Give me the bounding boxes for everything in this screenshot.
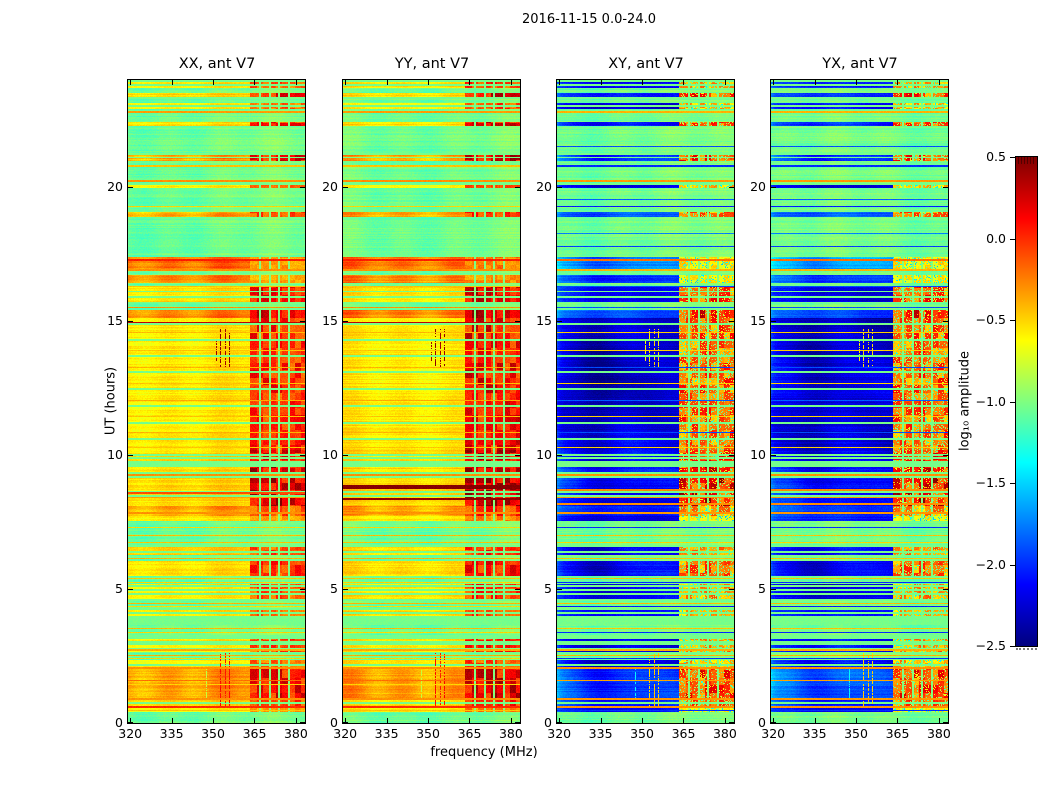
x-tick-label: 350 bbox=[416, 726, 440, 741]
y-tick-label: 20 bbox=[107, 179, 123, 195]
heatmap-panel-xx bbox=[127, 79, 306, 724]
colorbar-tick bbox=[1010, 401, 1015, 403]
colorbar-tick bbox=[1010, 320, 1015, 321]
x-tick-label: 335 bbox=[588, 726, 613, 741]
y-tick-label: 15 bbox=[107, 313, 123, 329]
y-axis-label: UT (hours) bbox=[103, 366, 119, 436]
colorbar-tick-label: −2.0 bbox=[975, 556, 1006, 572]
colorbar-tick-label: −0.5 bbox=[975, 312, 1006, 327]
y-tick-label: 10 bbox=[107, 447, 123, 463]
colorbar-tick bbox=[1010, 157, 1015, 158]
colorbar-tick-label: −1.0 bbox=[975, 393, 1006, 409]
colorbar-tick bbox=[1010, 646, 1015, 647]
heatmap-panel-xy bbox=[556, 79, 735, 724]
x-tick-label: 380 bbox=[283, 726, 308, 741]
x-tick-label: 335 bbox=[374, 726, 399, 741]
y-tick-label: 0 bbox=[115, 715, 123, 730]
y-tick-label: 20 bbox=[750, 179, 766, 195]
x-tick-label: 320 bbox=[333, 726, 358, 741]
colorbar-tick-label: −2.5 bbox=[975, 638, 1006, 653]
heatmap-panel-yy bbox=[342, 79, 521, 724]
y-tick-label: 10 bbox=[536, 447, 552, 463]
panel-title: XY, ant V7 bbox=[608, 56, 684, 72]
y-tick-label: 5 bbox=[758, 581, 766, 596]
y-tick-label: 5 bbox=[544, 581, 552, 596]
panel-title: YX, ant V7 bbox=[822, 56, 898, 72]
colorbar bbox=[1015, 156, 1038, 647]
x-tick-label: 335 bbox=[802, 726, 827, 741]
x-tick-label: 320 bbox=[118, 726, 143, 741]
x-tick-label: 380 bbox=[712, 726, 737, 741]
panel-title: YY, ant V7 bbox=[394, 56, 470, 72]
figure-title: 2016-11-15 0.0-24.0 bbox=[522, 12, 656, 27]
x-tick-label: 320 bbox=[547, 726, 572, 741]
colorbar-extend-dots bbox=[1016, 648, 1037, 650]
x-tick-label: 350 bbox=[630, 726, 654, 741]
y-tick-label: 10 bbox=[750, 447, 766, 463]
colorbar-tick-label: −1.5 bbox=[975, 475, 1006, 490]
x-tick-label: 365 bbox=[671, 726, 696, 741]
x-tick-label: 365 bbox=[242, 726, 267, 741]
y-tick-label: 0 bbox=[330, 715, 338, 730]
colorbar-tick bbox=[1010, 483, 1015, 484]
colorbar-tick-label: 0.5 bbox=[986, 149, 1006, 164]
x-tick-label: 380 bbox=[926, 726, 951, 741]
y-tick-label: 5 bbox=[115, 581, 123, 596]
panel-title: XX, ant V7 bbox=[178, 56, 256, 72]
y-tick-label: 20 bbox=[536, 179, 552, 195]
x-tick-label: 335 bbox=[159, 726, 184, 741]
x-tick-label: 380 bbox=[498, 726, 523, 741]
y-tick-label: 0 bbox=[544, 715, 552, 730]
x-tick-label: 350 bbox=[844, 726, 868, 741]
x-axis-label: frequency (MHz) bbox=[430, 745, 538, 760]
y-tick-label: 0 bbox=[758, 715, 766, 730]
colorbar-tick bbox=[1010, 238, 1015, 240]
heatmap-panel-yx bbox=[770, 79, 949, 724]
x-tick-label: 365 bbox=[457, 726, 482, 741]
x-tick-label: 350 bbox=[201, 726, 225, 741]
colorbar-tick-label: 0.0 bbox=[986, 230, 1006, 246]
y-tick-label: 15 bbox=[322, 313, 338, 329]
y-tick-label: 15 bbox=[536, 313, 552, 329]
colorbar-tick bbox=[1010, 564, 1015, 566]
y-tick-label: 20 bbox=[322, 179, 338, 195]
x-tick-label: 320 bbox=[761, 726, 786, 741]
y-tick-label: 5 bbox=[330, 581, 338, 596]
y-tick-label: 10 bbox=[322, 447, 338, 463]
y-tick-label: 15 bbox=[750, 313, 766, 329]
x-tick-label: 365 bbox=[885, 726, 910, 741]
